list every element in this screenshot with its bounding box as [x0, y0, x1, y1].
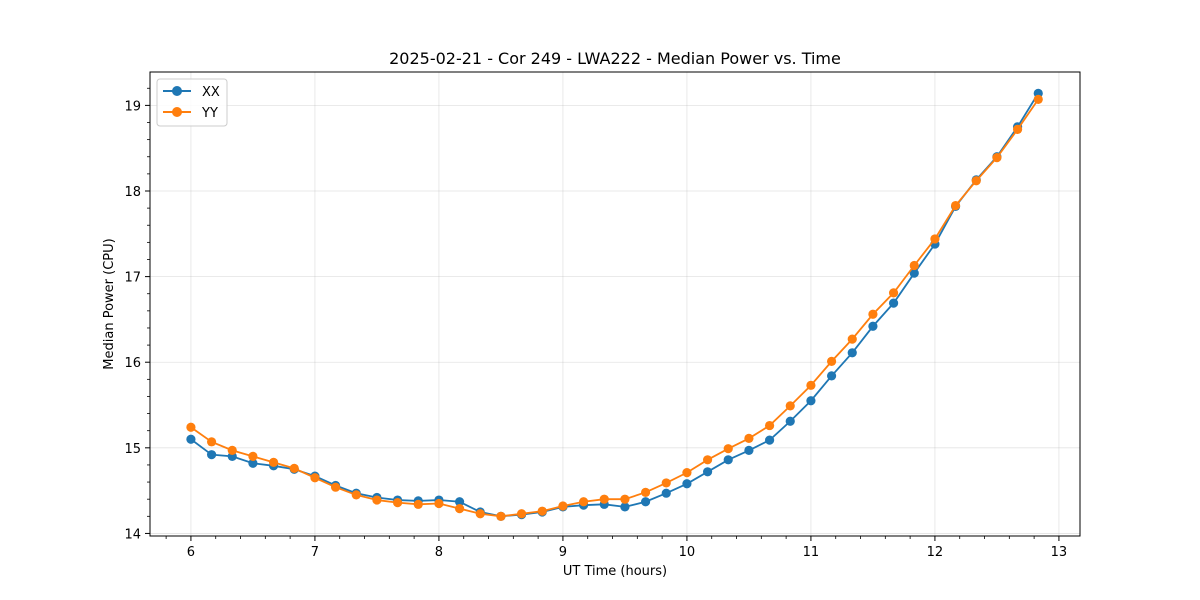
x-tick-label: 11 [803, 545, 820, 560]
chart-title: 2025-02-21 - Cor 249 - LWA222 - Median P… [389, 49, 841, 68]
x-tick-label: 8 [435, 545, 443, 560]
point-yy [516, 509, 527, 519]
point-yy [268, 457, 279, 467]
point-yy [930, 234, 940, 244]
point-yy [372, 495, 382, 505]
point-yy [785, 401, 795, 411]
legend: XX YY [156, 78, 228, 127]
point-yy [558, 501, 568, 511]
point-xx [785, 416, 795, 426]
x-tick-label: 7 [311, 545, 319, 560]
point-yy [640, 487, 651, 497]
point-yy [847, 334, 857, 344]
y-tick-label: 15 [124, 442, 141, 457]
point-yy [764, 420, 775, 431]
x-tick-label: 10 [679, 545, 696, 560]
point-yy [351, 490, 361, 500]
legend-label-yy: YY [201, 106, 218, 121]
point-xx [454, 497, 465, 507]
point-yy [537, 506, 547, 516]
point-yy [310, 473, 320, 483]
point-xx [248, 458, 258, 468]
point-yy [413, 499, 423, 509]
legend-marker-xx [172, 86, 182, 96]
point-yy [702, 455, 713, 465]
y-axis: 14 15 16 17 18 19 [124, 87, 150, 542]
series-yy [186, 94, 1043, 521]
point-yy [578, 497, 589, 507]
point-xx [744, 445, 754, 455]
point-yy [206, 437, 217, 447]
point-yy [599, 494, 609, 504]
plot-frame [149, 71, 1081, 537]
point-yy [227, 445, 237, 455]
y-tick-label: 14 [124, 527, 141, 542]
point-xx [888, 298, 899, 308]
point-xx [206, 450, 217, 460]
point-yy [496, 511, 506, 521]
point-yy [744, 433, 754, 444]
point-yy [868, 309, 878, 319]
point-yy [806, 380, 816, 390]
point-yy [682, 468, 692, 478]
point-xx [826, 371, 837, 381]
point-yy [434, 498, 444, 509]
point-yy [661, 478, 671, 488]
point-xx [847, 348, 857, 358]
point-yy [475, 509, 485, 519]
point-yy [909, 260, 919, 271]
y-axis-label: Median Power (CPU) [102, 238, 117, 369]
y-tick-label: 19 [124, 99, 141, 114]
point-yy [992, 153, 1002, 163]
grid [150, 72, 1080, 536]
x-tick-label: 6 [187, 545, 195, 560]
point-yy [971, 176, 981, 186]
point-yy [330, 482, 341, 492]
point-xx [702, 467, 713, 477]
point-xx [640, 497, 651, 507]
point-yy [289, 463, 299, 473]
series-layer [186, 88, 1043, 521]
legend-label-xx: XX [202, 85, 220, 100]
point-yy [620, 494, 630, 504]
point-yy [888, 288, 899, 298]
point-yy [1033, 94, 1043, 104]
point-xx [806, 396, 816, 406]
x-tick-label: 9 [559, 545, 567, 560]
y-tick-label: 17 [124, 271, 141, 286]
x-axis: 6 7 8 9 10 11 12 13 [165, 536, 1068, 560]
x-tick-label: 12 [927, 545, 944, 560]
x-tick-label: 13 [1051, 545, 1068, 560]
point-xx [723, 455, 733, 465]
point-xx [186, 434, 196, 444]
point-xx [764, 435, 775, 445]
point-yy [723, 444, 733, 454]
y-tick-label: 18 [124, 185, 141, 200]
point-xx [868, 321, 878, 331]
point-xx [682, 479, 692, 489]
point-yy [950, 200, 961, 211]
point-yy [826, 356, 837, 366]
point-yy [186, 422, 196, 432]
legend-marker-yy [172, 107, 182, 117]
point-yy [1012, 124, 1023, 134]
point-yy [454, 504, 465, 514]
point-yy [248, 451, 258, 461]
point-yy [392, 498, 403, 508]
point-xx [620, 502, 630, 512]
x-axis-label: UT Time (hours) [563, 564, 667, 579]
point-xx [909, 268, 919, 278]
y-tick-label: 16 [124, 356, 141, 371]
point-xx [661, 488, 671, 498]
